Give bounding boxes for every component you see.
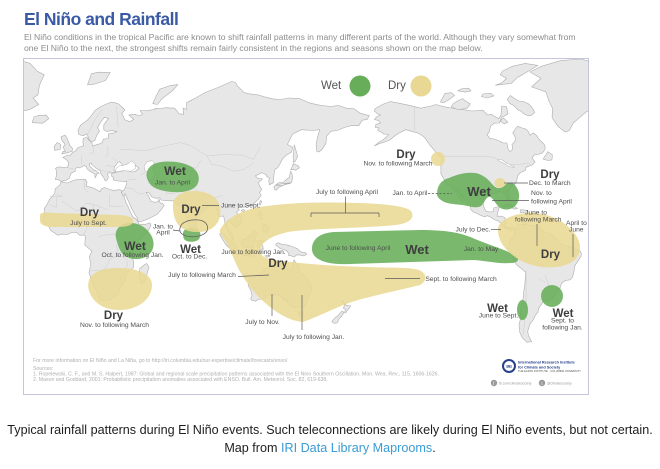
svg-text:f: f	[493, 381, 495, 386]
svg-text:Jan. to April: Jan. to April	[155, 180, 190, 187]
svg-text:Oct. to following Jan.: Oct. to following Jan.	[101, 252, 163, 259]
svg-text:Wet: Wet	[124, 239, 146, 253]
svg-text:July to Sept.: July to Sept.	[70, 220, 107, 227]
svg-text:following March: following March	[515, 217, 562, 224]
svg-text:July to following Jan.: July to following Jan.	[283, 334, 345, 341]
svg-text:Wet: Wet	[405, 242, 429, 257]
svg-text:Wet: Wet	[487, 303, 508, 315]
svg-text:For more information on El Niñ: For more information on El Niño and La N…	[33, 358, 288, 364]
svg-text:for Climate and Society: for Climate and Society	[518, 366, 561, 370]
svg-text:Jan. to May: Jan. to May	[464, 246, 499, 253]
svg-text:International Research Institu: International Research Institute	[518, 361, 575, 365]
svg-text:Dry: Dry	[540, 169, 560, 181]
svg-text:Sources:: Sources:	[33, 366, 53, 372]
svg-text:2. Mason and Goddard, 2001: Pr: 2. Mason and Goddard, 2001: Probabilisti…	[33, 377, 328, 383]
svg-text:June to: June to	[525, 210, 547, 217]
svg-text:Jan. to April: Jan. to April	[393, 190, 428, 197]
svg-text:Sept. to following March: Sept. to following March	[425, 276, 497, 283]
svg-text:July to following March: July to following March	[168, 272, 236, 279]
svg-text:Wet: Wet	[321, 80, 342, 92]
svg-text:fb.com/climatesociety: fb.com/climatesociety	[499, 382, 532, 386]
svg-text:April: April	[156, 230, 170, 237]
svg-text:Dec. to March: Dec. to March	[529, 180, 571, 187]
svg-text:Dry: Dry	[268, 258, 288, 270]
svg-text:following Jan.: following Jan.	[542, 325, 583, 332]
svg-text:THE EARTH INSTITUTE · COLUMBIA: THE EARTH INSTITUTE · COLUMBIA UNIVERSIT…	[518, 369, 581, 373]
svg-text:Wet: Wet	[467, 184, 491, 199]
svg-text:Dry: Dry	[80, 207, 100, 219]
svg-text:June to following April: June to following April	[326, 245, 391, 252]
svg-text:Dry: Dry	[104, 310, 124, 322]
svg-text:July to Dec.: July to Dec.	[456, 227, 491, 234]
svg-text:Dry: Dry	[388, 80, 406, 92]
svg-text:1. Ropelewski, C. F., and M. S: 1. Ropelewski, C. F., and M. S. Halpert,…	[33, 372, 439, 378]
svg-text:Wet: Wet	[180, 244, 201, 256]
svg-text:Jan. to: Jan. to	[153, 224, 173, 231]
svg-text:@climatesociety: @climatesociety	[547, 382, 572, 386]
svg-text:April to: April to	[566, 220, 587, 227]
svg-text:June to Sept.: June to Sept.	[479, 313, 519, 320]
svg-text:Oct. to Dec.: Oct. to Dec.	[172, 254, 207, 261]
svg-text:June to following Jan.: June to following Jan.	[221, 249, 285, 256]
svg-text:Nov. to following March: Nov. to following March	[363, 161, 432, 168]
svg-text:Sept. to: Sept. to	[551, 318, 574, 325]
svg-text:June: June	[569, 227, 584, 234]
svg-text:following April: following April	[531, 199, 572, 206]
svg-text:Dry: Dry	[181, 204, 201, 216]
svg-text:July to following April: July to following April	[316, 189, 379, 196]
svg-text:Wet: Wet	[553, 308, 574, 320]
svg-text:Dry: Dry	[541, 249, 561, 261]
svg-text:t: t	[541, 381, 543, 386]
svg-text:Wet: Wet	[164, 164, 186, 178]
svg-text:Nov. to following March: Nov. to following March	[80, 322, 149, 329]
svg-text:June to Sept.: June to Sept.	[221, 203, 261, 210]
svg-text:Dry: Dry	[396, 149, 416, 161]
svg-text:July to Nov.: July to Nov.	[245, 319, 280, 326]
svg-text:Nov. to: Nov. to	[531, 190, 552, 197]
svg-text:IRI: IRI	[506, 364, 511, 369]
